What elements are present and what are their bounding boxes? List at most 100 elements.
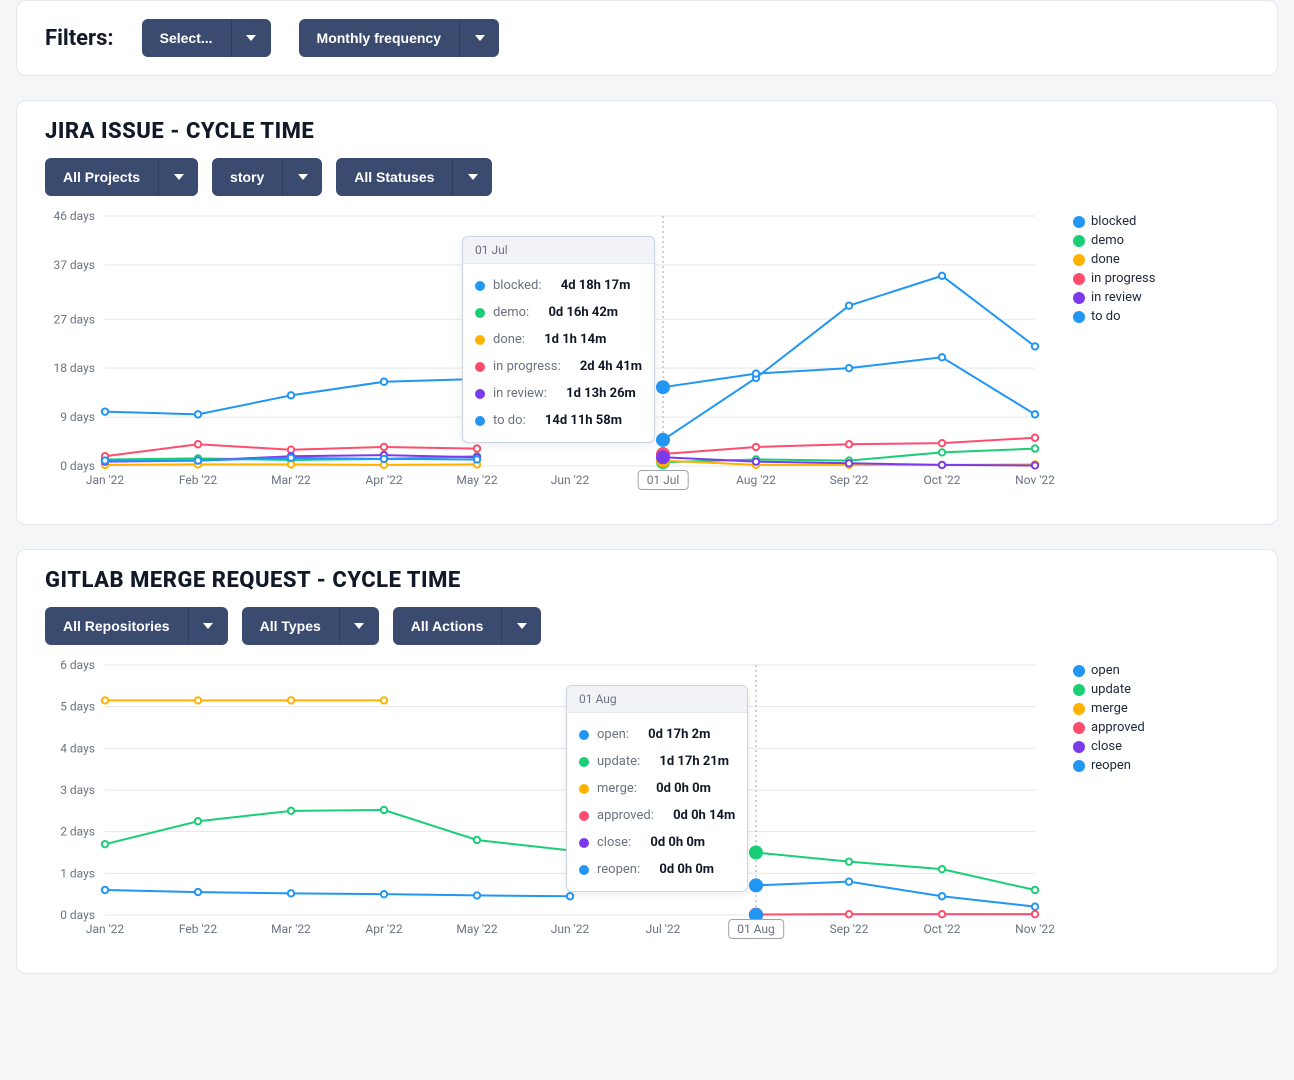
jira-projects-caret[interactable] xyxy=(158,158,198,196)
legend-dot-icon xyxy=(1073,684,1085,696)
legend-label: blocked xyxy=(1091,214,1136,229)
frequency-button[interactable]: Monthly frequency xyxy=(299,19,459,57)
jira-panel: JIRA ISSUE - CYCLE TIME All Projects sto… xyxy=(16,100,1278,525)
legend-dot-icon xyxy=(1073,216,1085,228)
jira-status-caret[interactable] xyxy=(452,158,492,196)
legend-dot-icon xyxy=(1073,254,1085,266)
tooltip-row: open: 0d 17h 2m xyxy=(579,721,735,748)
legend-dot-icon xyxy=(1073,760,1085,772)
legend-item[interactable]: reopen xyxy=(1073,758,1145,773)
crosshair-x-badge: 01 Aug xyxy=(728,919,784,939)
svg-text:Jun '22: Jun '22 xyxy=(551,922,590,936)
jira-type-caret[interactable] xyxy=(282,158,322,196)
chart-tooltip: 01 Augopen: 0d 17h 2mupdate: 1d 17h 21mm… xyxy=(566,685,748,892)
jira-projects-button[interactable]: All Projects xyxy=(45,158,158,196)
legend-item[interactable]: in progress xyxy=(1073,271,1155,286)
svg-text:Oct '22: Oct '22 xyxy=(923,922,960,936)
tooltip-row: update: 1d 17h 21m xyxy=(579,748,735,775)
svg-text:0 days: 0 days xyxy=(60,908,95,922)
svg-text:May '22: May '22 xyxy=(456,473,497,487)
legend-label: approved xyxy=(1091,720,1145,735)
tooltip-row: done: 1d 1h 14m xyxy=(475,326,642,353)
chevron-down-icon xyxy=(517,623,527,629)
svg-text:Feb '22: Feb '22 xyxy=(179,473,217,487)
gitlab-filters: All Repositories All Types All Actions xyxy=(45,607,1249,645)
svg-text:4 days: 4 days xyxy=(60,741,95,755)
chevron-down-icon xyxy=(203,623,213,629)
tooltip-title: 01 Aug xyxy=(567,686,747,713)
filter-select-button[interactable]: Select... xyxy=(142,19,231,57)
legend-item[interactable]: merge xyxy=(1073,701,1145,716)
legend-item[interactable]: open xyxy=(1073,663,1145,678)
svg-text:Nov '22: Nov '22 xyxy=(1015,473,1055,487)
filter-select-caret[interactable] xyxy=(231,19,271,57)
svg-text:Mar '22: Mar '22 xyxy=(271,922,311,936)
gitlab-chart[interactable]: 0 days1 days2 days3 days4 days5 days6 da… xyxy=(45,655,1055,955)
gitlab-actions-button[interactable]: All Actions xyxy=(393,607,502,645)
legend-dot-icon xyxy=(1073,741,1085,753)
svg-text:6 days: 6 days xyxy=(60,658,95,672)
gitlab-legend: open update merge approved close reopen xyxy=(1055,655,1145,955)
legend-item[interactable]: in review xyxy=(1073,290,1155,305)
tooltip-row: blocked: 4d 18h 17m xyxy=(475,272,642,299)
legend-item[interactable]: done xyxy=(1073,252,1155,267)
gitlab-repos-button[interactable]: All Repositories xyxy=(45,607,188,645)
svg-text:Aug '22: Aug '22 xyxy=(736,473,776,487)
svg-text:5 days: 5 days xyxy=(60,700,95,714)
frequency-caret[interactable] xyxy=(459,19,499,57)
svg-text:Mar '22: Mar '22 xyxy=(271,473,311,487)
legend-dot-icon xyxy=(1073,722,1085,734)
svg-text:Oct '22: Oct '22 xyxy=(923,473,960,487)
svg-text:Jan '22: Jan '22 xyxy=(86,922,125,936)
svg-text:Feb '22: Feb '22 xyxy=(179,922,217,936)
legend-label: merge xyxy=(1091,701,1128,716)
legend-item[interactable]: blocked xyxy=(1073,214,1155,229)
legend-item[interactable]: close xyxy=(1073,739,1145,754)
legend-dot-icon xyxy=(1073,311,1085,323)
svg-text:Apr '22: Apr '22 xyxy=(365,922,402,936)
gitlab-repos-caret[interactable] xyxy=(188,607,228,645)
gitlab-chart-wrap: 0 days1 days2 days3 days4 days5 days6 da… xyxy=(45,655,1249,955)
jira-chart-wrap: 0 days9 days18 days27 days37 days46 days… xyxy=(45,206,1249,506)
legend-label: in review xyxy=(1091,290,1142,305)
legend-label: close xyxy=(1091,739,1122,754)
tooltip-row: close: 0d 0h 0m xyxy=(579,829,735,856)
chevron-down-icon xyxy=(298,174,308,180)
chevron-down-icon xyxy=(468,174,478,180)
legend-dot-icon xyxy=(1073,665,1085,677)
tooltip-row: in progress: 2d 4h 41m xyxy=(475,353,642,380)
legend-label: update xyxy=(1091,682,1131,697)
frequency-select-group: Monthly frequency xyxy=(299,19,499,57)
svg-text:46 days: 46 days xyxy=(53,209,95,223)
svg-text:Nov '22: Nov '22 xyxy=(1015,922,1055,936)
legend-label: to do xyxy=(1091,309,1121,324)
tooltip-row: to do: 14d 11h 58m xyxy=(475,407,642,434)
jira-type-button[interactable]: story xyxy=(212,158,282,196)
chart-tooltip: 01 Julblocked: 4d 18h 17mdemo: 0d 16h 42… xyxy=(462,236,655,443)
gitlab-title: GITLAB MERGE REQUEST - CYCLE TIME xyxy=(45,568,1249,593)
legend-label: open xyxy=(1091,663,1120,678)
tooltip-row: demo: 0d 16h 42m xyxy=(475,299,642,326)
gitlab-types-caret[interactable] xyxy=(339,607,379,645)
jira-chart[interactable]: 0 days9 days18 days27 days37 days46 days… xyxy=(45,206,1055,506)
filters-panel: Filters: Select... Monthly frequency xyxy=(16,0,1278,76)
jira-filters: All Projects story All Statuses xyxy=(45,158,1249,196)
svg-text:Jul '22: Jul '22 xyxy=(646,922,681,936)
svg-text:1 days: 1 days xyxy=(60,866,95,880)
legend-label: in progress xyxy=(1091,271,1155,286)
jira-status-button[interactable]: All Statuses xyxy=(336,158,452,196)
legend-dot-icon xyxy=(1073,292,1085,304)
legend-item[interactable]: update xyxy=(1073,682,1145,697)
svg-text:27 days: 27 days xyxy=(53,312,95,326)
svg-text:May '22: May '22 xyxy=(456,922,497,936)
svg-text:Sep '22: Sep '22 xyxy=(830,922,869,936)
svg-text:Jan '22: Jan '22 xyxy=(86,473,125,487)
svg-text:18 days: 18 days xyxy=(53,361,95,375)
legend-item[interactable]: approved xyxy=(1073,720,1145,735)
jira-legend: blocked demo done in progress in review to do xyxy=(1055,206,1155,506)
gitlab-actions-caret[interactable] xyxy=(501,607,541,645)
gitlab-types-button[interactable]: All Types xyxy=(242,607,339,645)
filter-select-group: Select... xyxy=(142,19,271,57)
legend-item[interactable]: to do xyxy=(1073,309,1155,324)
legend-item[interactable]: demo xyxy=(1073,233,1155,248)
